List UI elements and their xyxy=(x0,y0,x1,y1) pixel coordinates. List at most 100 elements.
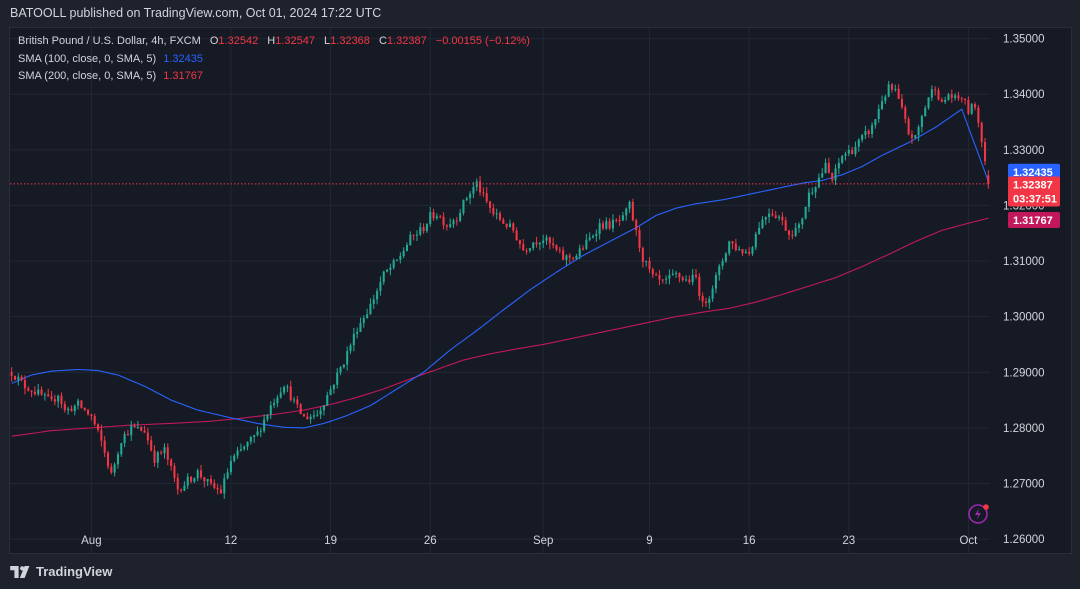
candle-body[interactable] xyxy=(63,404,66,411)
candle-body[interactable] xyxy=(904,107,907,119)
candle-body[interactable] xyxy=(758,227,761,235)
candle-body[interactable] xyxy=(489,201,492,208)
candle-body[interactable] xyxy=(498,213,502,220)
candle-body[interactable] xyxy=(445,225,448,227)
candle-body[interactable] xyxy=(402,251,405,257)
candle-body[interactable] xyxy=(243,446,246,450)
candle-body[interactable] xyxy=(93,416,96,425)
candle-body[interactable] xyxy=(791,234,794,236)
candle-body[interactable] xyxy=(359,323,362,332)
candle-body[interactable] xyxy=(349,345,352,352)
candle-body[interactable] xyxy=(934,89,937,91)
tradingview-logo[interactable]: TradingView xyxy=(10,564,112,579)
candle-body[interactable] xyxy=(605,221,608,229)
candle-body[interactable] xyxy=(432,212,435,219)
candle-body[interactable] xyxy=(528,248,531,251)
candle-body[interactable] xyxy=(319,410,322,415)
candle-body[interactable] xyxy=(153,450,156,463)
candle-body[interactable] xyxy=(266,414,269,420)
candle-body[interactable] xyxy=(987,175,990,184)
candle-body[interactable] xyxy=(439,216,442,218)
candle-body[interactable] xyxy=(694,274,698,277)
candle-body[interactable] xyxy=(568,255,571,258)
candle-body[interactable] xyxy=(877,108,880,120)
candle-body[interactable] xyxy=(635,220,638,231)
candle-body[interactable] xyxy=(731,241,734,244)
candle-body[interactable] xyxy=(405,244,409,252)
candle-body[interactable] xyxy=(389,267,392,270)
candle-body[interactable] xyxy=(422,227,425,232)
candle-body[interactable] xyxy=(27,388,30,392)
symbol-title[interactable]: British Pound / U.S. Dollar, 4h, FXCM xyxy=(18,35,201,47)
candle-body[interactable] xyxy=(983,142,987,162)
candle-body[interactable] xyxy=(246,441,249,447)
candle-body[interactable] xyxy=(166,447,169,460)
candle-body[interactable] xyxy=(751,247,754,254)
candle-body[interactable] xyxy=(881,101,884,109)
candle-body[interactable] xyxy=(668,275,671,279)
candle-body[interactable] xyxy=(376,290,379,300)
candle-body[interactable] xyxy=(950,94,953,98)
candle-body[interactable] xyxy=(937,90,940,100)
candle-body[interactable] xyxy=(180,489,183,491)
candle-body[interactable] xyxy=(611,219,614,229)
candle-body[interactable] xyxy=(449,224,452,227)
candle-body[interactable] xyxy=(223,478,226,494)
candle-body[interactable] xyxy=(591,236,595,238)
candle-body[interactable] xyxy=(296,399,299,405)
candle-body[interactable] xyxy=(209,479,213,483)
candle-body[interactable] xyxy=(595,233,598,237)
candle-body[interactable] xyxy=(43,394,46,396)
candle-body[interactable] xyxy=(339,367,342,373)
candle-body[interactable] xyxy=(356,331,359,334)
candle-body[interactable] xyxy=(685,279,688,281)
candle-body[interactable] xyxy=(748,251,751,254)
candle-body[interactable] xyxy=(412,234,415,236)
candle-body[interactable] xyxy=(110,466,113,473)
candle-body[interactable] xyxy=(910,134,913,138)
candle-body[interactable] xyxy=(651,269,654,275)
candle-body[interactable] xyxy=(535,242,538,245)
candle-body[interactable] xyxy=(236,450,239,456)
candle-body[interactable] xyxy=(681,277,684,280)
candle-body[interactable] xyxy=(768,213,771,218)
candle-body[interactable] xyxy=(136,426,139,428)
candle-body[interactable] xyxy=(73,405,76,412)
candle-body[interactable] xyxy=(302,414,306,417)
candle-body[interactable] xyxy=(366,314,369,319)
candle-body[interactable] xyxy=(173,466,176,478)
candle-body[interactable] xyxy=(691,274,694,283)
candle-body[interactable] xyxy=(688,279,691,283)
candle-body[interactable] xyxy=(409,234,412,245)
candle-body[interactable] xyxy=(907,118,910,135)
candle-body[interactable] xyxy=(133,425,136,428)
candle-body[interactable] xyxy=(625,208,628,216)
candle-body[interactable] xyxy=(60,395,63,405)
candle-body[interactable] xyxy=(113,464,116,473)
candle-body[interactable] xyxy=(944,99,947,102)
candle-body[interactable] xyxy=(618,220,621,222)
candle-body[interactable] xyxy=(80,400,83,408)
candle-body[interactable] xyxy=(395,259,399,261)
candle-body[interactable] xyxy=(97,424,100,430)
candle-body[interactable] xyxy=(854,146,857,155)
candle-body[interactable] xyxy=(442,216,445,226)
candle-body[interactable] xyxy=(744,251,747,254)
candle-body[interactable] xyxy=(837,162,840,169)
candle-body[interactable] xyxy=(100,429,103,441)
candle-body[interactable] xyxy=(193,478,196,482)
candle-body[interactable] xyxy=(462,199,465,214)
candle-body[interactable] xyxy=(924,108,927,117)
candle-body[interactable] xyxy=(216,487,219,490)
lightning-icon[interactable] xyxy=(968,504,989,524)
candle-body[interactable] xyxy=(199,470,203,478)
candle-body[interactable] xyxy=(887,84,890,97)
candle-body[interactable] xyxy=(299,404,302,415)
candle-body[interactable] xyxy=(33,391,36,395)
candle-body[interactable] xyxy=(797,224,801,228)
candle-body[interactable] xyxy=(538,242,541,245)
candle-body[interactable] xyxy=(598,223,601,234)
candle-body[interactable] xyxy=(801,218,804,225)
candle-body[interactable] xyxy=(844,153,847,156)
